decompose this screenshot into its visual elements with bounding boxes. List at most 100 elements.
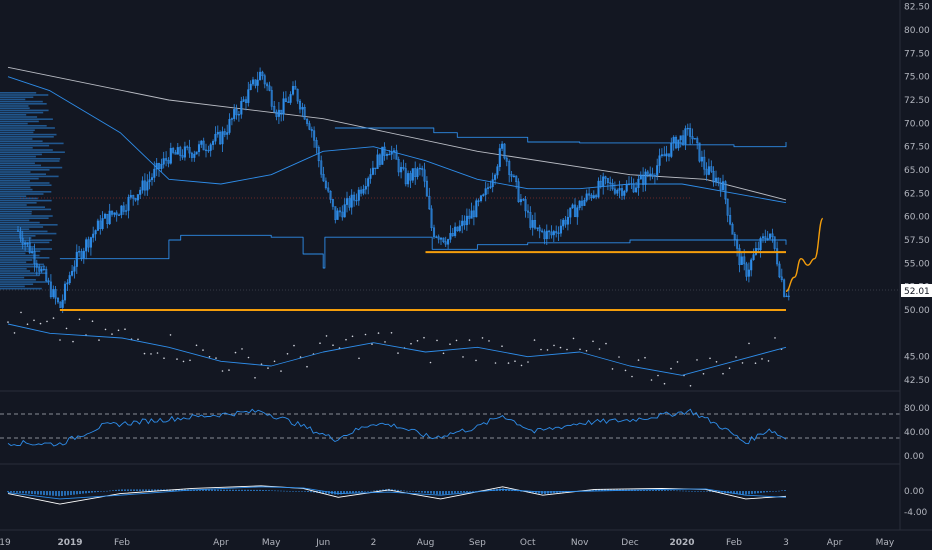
forecast-curve[interactable] [785, 217, 824, 292]
candle-body [461, 220, 464, 227]
volume-profile-bar [0, 105, 29, 107]
candle-body [143, 180, 146, 191]
volatility-dot [533, 339, 536, 341]
volume-profile-bar [0, 175, 59, 178]
candle-body [287, 101, 290, 103]
candle-body [400, 166, 403, 173]
candle-body [693, 138, 696, 140]
candle-body [768, 233, 772, 239]
momentum-histogram-bar [31, 491, 33, 494]
candle-body [454, 226, 457, 236]
volume-profile-bar [0, 142, 64, 145]
candle-body [508, 161, 511, 175]
candle-body [26, 242, 29, 244]
momentum-histogram-bar [115, 489, 117, 491]
volatility-dot [481, 337, 484, 339]
candle-body [28, 242, 31, 254]
volatility-dot [767, 360, 770, 362]
volatility-dot [345, 338, 347, 341]
momentum-histogram-bar [652, 489, 654, 491]
momentum-histogram-bar [661, 490, 663, 491]
momentum-histogram-bar [439, 491, 441, 495]
candle-body [240, 101, 243, 115]
price-panel[interactable] [0, 66, 900, 387]
candle-body [268, 85, 271, 91]
candle-body [132, 195, 135, 199]
time-axis[interactable]: 19 2019 Feb Apr May Jun 2 Aug Sep Oct Nov Dec 2020 Fe… [0, 538, 895, 548]
momentum-panel[interactable] [7, 485, 787, 505]
candle-body [35, 263, 38, 268]
momentum-histogram-bar [250, 489, 252, 491]
volume-profile-bar [0, 210, 32, 213]
candle-body [470, 210, 473, 219]
oscillator-panel[interactable] [0, 408, 900, 447]
candle-body [49, 281, 52, 298]
candle-body [306, 118, 309, 124]
momentum-histogram-bar [325, 491, 327, 494]
candle-body [371, 167, 374, 175]
momentum-histogram-bar [640, 489, 642, 491]
volatility-dot [358, 357, 360, 360]
candle-body [494, 174, 497, 180]
momentum-histogram-bar [28, 491, 30, 494]
momentum-histogram-bar [664, 490, 666, 491]
volatility-dot [65, 327, 68, 330]
candle-body [529, 212, 532, 228]
volume-profile-bar [0, 107, 30, 109]
momentum-histogram-bar [43, 491, 45, 495]
volatility-dot [715, 361, 718, 363]
candle-body [750, 259, 753, 271]
candle-body [157, 163, 161, 169]
volume-profile-bar [0, 287, 42, 290]
candle-body [294, 86, 297, 90]
volatility-dot [254, 377, 256, 379]
volatility-dot [137, 338, 139, 341]
candle-body [486, 187, 490, 189]
candle-body [696, 138, 699, 144]
candle-body [569, 207, 572, 218]
candle-body [738, 248, 741, 265]
candle-body [385, 154, 389, 156]
candle-body [451, 233, 454, 236]
momentum-histogram-bar [205, 489, 207, 491]
volatility-dot [52, 317, 55, 319]
momentum-histogram-bar [97, 491, 99, 492]
momentum-histogram-bar [382, 489, 384, 491]
candle-body [545, 230, 548, 240]
candle-body [261, 71, 264, 77]
candle-body [141, 180, 144, 191]
momentum-histogram-bar [16, 491, 18, 493]
volatility-dot [722, 372, 724, 375]
momentum-histogram-bar [49, 491, 51, 496]
volume-profile-bar [0, 164, 41, 167]
candle-body [783, 279, 786, 297]
momentum-histogram-bar [295, 491, 297, 492]
volatility-dot [59, 339, 61, 341]
support-lines[interactable] [59, 251, 786, 311]
candle-body [656, 165, 659, 176]
momentum-histogram-bar [772, 491, 774, 492]
momentum-histogram-bar [214, 489, 216, 491]
candle-body [223, 131, 226, 135]
momentum-histogram-bar [235, 489, 237, 491]
momentum-histogram-bar [670, 490, 672, 491]
candle-body [360, 189, 363, 194]
candle-body [85, 239, 88, 252]
momentum-histogram-bar [37, 491, 39, 495]
candle-body [244, 99, 248, 103]
candle-body [282, 98, 285, 115]
time-tick-label: Aug [417, 538, 435, 548]
candle-body [620, 188, 624, 196]
volume-profile-bar [0, 186, 31, 189]
volatility-dot [247, 356, 250, 359]
candle-body [148, 179, 151, 183]
time-tick-label: Apr [827, 538, 843, 548]
candle-body [52, 289, 55, 298]
price-axis[interactable]: 82.50 80.00 77.50 75.00 72.50 70.00 67.50 65.00… [904, 3, 930, 518]
forecast-path[interactable] [785, 217, 824, 292]
price-tick-label: 72.50 [904, 96, 930, 106]
candle-body [341, 211, 344, 218]
volatility-dot [72, 340, 74, 343]
volatility-dot [390, 332, 393, 334]
